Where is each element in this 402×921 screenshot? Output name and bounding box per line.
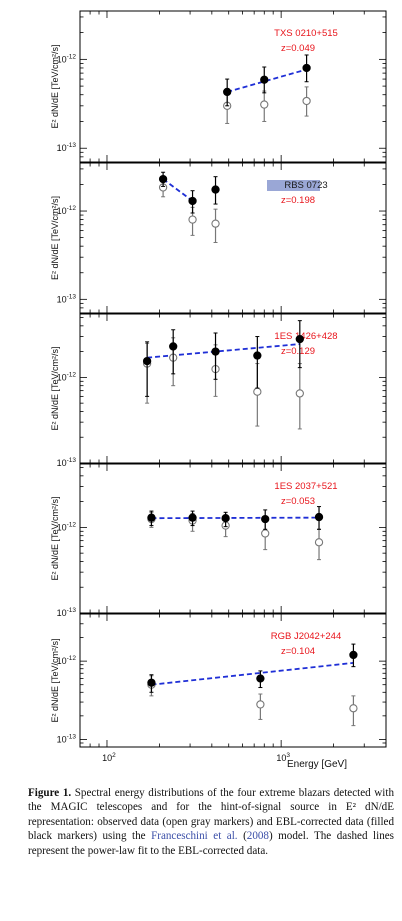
ebl-corrected-point [302, 63, 311, 73]
y-tick-label: 10-13 [57, 733, 77, 744]
y-tick-label: 10-13 [57, 457, 77, 468]
x-axis [79, 11, 387, 162]
ebl-corrected-series [223, 54, 311, 107]
ebl-corrected-point [188, 513, 197, 522]
ebl-corrected-point [147, 513, 156, 522]
y-tick-label: 10-13 [57, 142, 77, 153]
ebl-corrected-point [147, 678, 156, 687]
observed-point [314, 538, 324, 547]
panel-frame [79, 613, 387, 748]
x-axis-label: Energy [GeV] [287, 759, 347, 770]
observed-point [211, 219, 220, 228]
caption-citation-author[interactable]: Franceschini et al. [151, 830, 238, 843]
y-axis: 10-13 10-12 [57, 467, 386, 618]
caption-text-2: model. The dashed lines represent the po… [28, 830, 394, 857]
observed-point [261, 529, 270, 538]
redshift-label: z=0.049 [281, 43, 315, 54]
y-axis-label: E² dN/dE [TeV/cm²/s] [50, 196, 60, 280]
y-axis-label: E² dN/dE [TeV/cm²/s] [50, 44, 60, 128]
observed-point [253, 387, 262, 396]
figure-caption: Figure 1. Spectral energy distributions … [28, 787, 394, 857]
panel-frame [79, 313, 387, 464]
y-axis-label: E² dN/dE [TeV/cm²/s] [50, 346, 60, 430]
y-tick-label: 10-12 [57, 655, 77, 666]
ebl-corrected-point [256, 674, 265, 683]
y-tick-label: 10-12 [57, 521, 77, 532]
y-axis: 10-13 10-12 [57, 613, 386, 748]
observed-point [349, 704, 358, 713]
observed-point [188, 215, 197, 224]
caption-citation-year[interactable]: 2008 [246, 830, 269, 843]
y-tick-label: 10-13 [57, 607, 77, 618]
source-name-label: RBS 0723 [284, 180, 327, 191]
source-name-label: RGB J2042+244 [271, 631, 342, 642]
observed-point [256, 700, 265, 709]
ebl-corrected-series [142, 320, 304, 397]
observed-series [158, 179, 220, 244]
ebl-corrected-point [314, 512, 324, 522]
x-axis [79, 614, 387, 747]
ebl-corrected-point [295, 334, 304, 344]
power-law-fit-line [151, 661, 354, 686]
panel-frame [79, 162, 387, 314]
y-tick-label: 10-12 [57, 53, 77, 64]
y-tick-label: 10-12 [57, 371, 77, 382]
observed-point [302, 96, 311, 106]
observed-series [147, 675, 358, 727]
ebl-corrected-point [253, 351, 262, 360]
panel-frame [79, 10, 387, 163]
caption-text-1: Spectral energy distributions of the fou… [28, 787, 394, 843]
ebl-corrected-point [261, 514, 270, 524]
ebl-corrected-series [147, 643, 358, 693]
power-law-fit-line [151, 516, 320, 520]
ebl-corrected-point [169, 342, 178, 351]
y-axis-label: E² dN/dE [TeV/cm²/s] [50, 638, 60, 722]
ebl-corrected-point [188, 196, 197, 206]
y-tick-label: 10-13 [57, 293, 77, 304]
observed-point [260, 100, 269, 109]
power-law-fit-line [162, 178, 194, 202]
redshift-label: z=0.104 [281, 646, 315, 657]
x-axis [79, 314, 387, 463]
ebl-corrected-point [211, 185, 220, 194]
y-tick-label: 10-12 [57, 205, 77, 216]
x-tick-label: 102 [102, 752, 116, 763]
redshift-label: z=0.053 [281, 496, 315, 507]
x-tick-label: 103 [276, 752, 290, 763]
x-axis [79, 163, 387, 313]
caption-label: Figure 1. [28, 787, 72, 799]
observed-point [295, 389, 304, 398]
ebl-corrected-series [147, 506, 324, 530]
redshift-label: z=0.198 [281, 195, 315, 206]
y-axis-label: E² dN/dE [TeV/cm²/s] [50, 496, 60, 580]
ebl-corrected-point [223, 87, 232, 97]
ebl-corrected-point [260, 75, 269, 84]
ebl-corrected-point [211, 347, 220, 356]
y-axis: 10-13 10-12 [57, 317, 386, 468]
redshift-label: z=0.129 [281, 346, 315, 357]
label-highlight [267, 180, 320, 191]
ebl-corrected-point [142, 356, 152, 366]
ebl-corrected-point [158, 174, 168, 184]
y-axis: 10-13 10-12 [57, 168, 386, 314]
source-name-label: TXS 0210+515 [274, 28, 338, 39]
x-axis [79, 464, 387, 613]
observed-series [223, 86, 311, 124]
ebl-corrected-point [349, 650, 358, 660]
ebl-corrected-point [221, 514, 230, 523]
panel-frame [79, 463, 387, 614]
source-name-label: 1ES 1426+428 [274, 331, 337, 342]
observed-series [147, 511, 324, 561]
source-name-label: 1ES 2037+521 [274, 481, 337, 492]
ebl-corrected-series [158, 171, 220, 214]
y-axis: 10-13 10-12 [57, 16, 386, 163]
